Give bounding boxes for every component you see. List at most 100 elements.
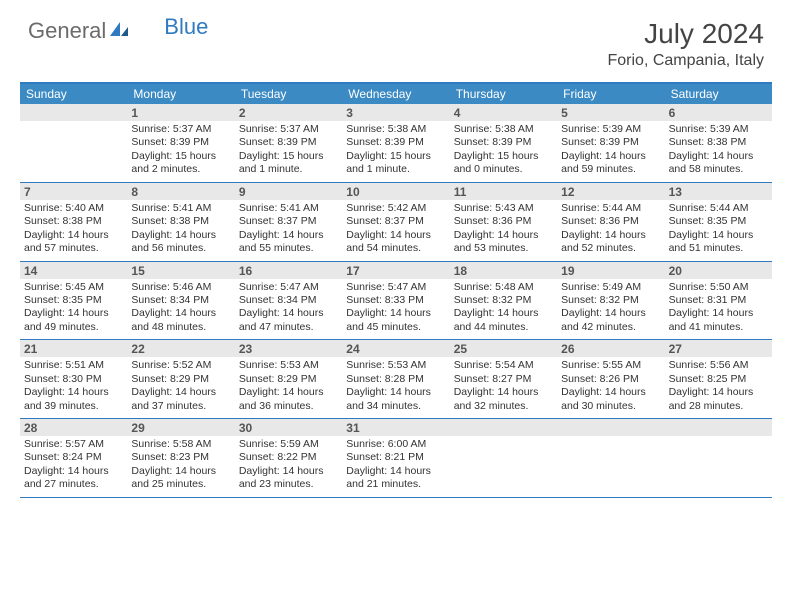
detail-line: Sunrise: 5:51 AM [24, 359, 123, 372]
day-number: 4 [450, 104, 557, 121]
calendar-cell: 6Sunrise: 5:39 AMSunset: 8:38 PMDaylight… [665, 104, 772, 182]
detail-line: Daylight: 14 hours [561, 150, 660, 163]
day-number: 11 [450, 183, 557, 200]
brand-logo: General Blue [28, 18, 208, 44]
day-number: 22 [127, 340, 234, 357]
calendar-cell: 22Sunrise: 5:52 AMSunset: 8:29 PMDayligh… [127, 340, 234, 418]
detail-line: and 57 minutes. [24, 242, 123, 255]
detail-line: and 52 minutes. [561, 242, 660, 255]
detail-line: Daylight: 14 hours [454, 386, 553, 399]
detail-line: Sunrise: 5:50 AM [669, 281, 768, 294]
calendar-cell: 3Sunrise: 5:38 AMSunset: 8:39 PMDaylight… [342, 104, 449, 182]
detail-line: and 56 minutes. [131, 242, 230, 255]
detail-line: Sunset: 8:39 PM [346, 136, 445, 149]
detail-line: Sunset: 8:33 PM [346, 294, 445, 307]
calendar-cell: 16Sunrise: 5:47 AMSunset: 8:34 PMDayligh… [235, 262, 342, 340]
detail-line: Sunset: 8:24 PM [24, 451, 123, 464]
detail-line: Sunrise: 5:39 AM [669, 123, 768, 136]
detail-line: and 30 minutes. [561, 400, 660, 413]
detail-line: Daylight: 15 hours [131, 150, 230, 163]
day-details: Sunrise: 5:53 AMSunset: 8:28 PMDaylight:… [342, 357, 449, 418]
detail-line: and 27 minutes. [24, 478, 123, 491]
detail-line: Sunset: 8:37 PM [239, 215, 338, 228]
day-details: Sunrise: 5:49 AMSunset: 8:32 PMDaylight:… [557, 279, 664, 340]
detail-line: Sunset: 8:32 PM [454, 294, 553, 307]
day-details: Sunrise: 5:37 AMSunset: 8:39 PMDaylight:… [127, 121, 234, 182]
day-details: Sunrise: 5:39 AMSunset: 8:39 PMDaylight:… [557, 121, 664, 182]
day-number [450, 419, 557, 436]
calendar-cell: 30Sunrise: 5:59 AMSunset: 8:22 PMDayligh… [235, 419, 342, 497]
day-details: Sunrise: 5:38 AMSunset: 8:39 PMDaylight:… [450, 121, 557, 182]
detail-line: Daylight: 14 hours [346, 307, 445, 320]
calendar-cell: 5Sunrise: 5:39 AMSunset: 8:39 PMDaylight… [557, 104, 664, 182]
detail-line: and 51 minutes. [669, 242, 768, 255]
detail-line: and 49 minutes. [24, 321, 123, 334]
detail-line: Sunrise: 5:59 AM [239, 438, 338, 451]
calendar-week: 21Sunrise: 5:51 AMSunset: 8:30 PMDayligh… [20, 340, 772, 419]
detail-line: Sunset: 8:32 PM [561, 294, 660, 307]
dayname: Tuesday [235, 84, 342, 104]
day-number [665, 419, 772, 436]
detail-line: Sunrise: 5:54 AM [454, 359, 553, 372]
calendar-cell: 12Sunrise: 5:44 AMSunset: 8:36 PMDayligh… [557, 183, 664, 261]
day-details: Sunrise: 5:47 AMSunset: 8:33 PMDaylight:… [342, 279, 449, 340]
calendar-cell: 11Sunrise: 5:43 AMSunset: 8:36 PMDayligh… [450, 183, 557, 261]
day-number: 5 [557, 104, 664, 121]
detail-line: Sunrise: 5:42 AM [346, 202, 445, 215]
day-number: 20 [665, 262, 772, 279]
dayname-row: Sunday Monday Tuesday Wednesday Thursday… [20, 84, 772, 104]
month-title: July 2024 [607, 18, 764, 50]
detail-line: Sunrise: 5:38 AM [454, 123, 553, 136]
detail-line: Daylight: 14 hours [239, 307, 338, 320]
title-block: July 2024 Forio, Campania, Italy [607, 18, 764, 70]
day-number: 29 [127, 419, 234, 436]
calendar-cell: 19Sunrise: 5:49 AMSunset: 8:32 PMDayligh… [557, 262, 664, 340]
detail-line: Sunrise: 5:49 AM [561, 281, 660, 294]
detail-line: Daylight: 14 hours [346, 229, 445, 242]
detail-line: and 47 minutes. [239, 321, 338, 334]
day-number: 26 [557, 340, 664, 357]
calendar-cell [20, 104, 127, 182]
calendar-cell: 7Sunrise: 5:40 AMSunset: 8:38 PMDaylight… [20, 183, 127, 261]
detail-line: Sunrise: 5:41 AM [131, 202, 230, 215]
detail-line: Daylight: 15 hours [239, 150, 338, 163]
detail-line: and 21 minutes. [346, 478, 445, 491]
day-number: 7 [20, 183, 127, 200]
day-details [20, 121, 127, 128]
detail-line: Sunset: 8:38 PM [669, 136, 768, 149]
calendar-cell: 28Sunrise: 5:57 AMSunset: 8:24 PMDayligh… [20, 419, 127, 497]
calendar-cell: 14Sunrise: 5:45 AMSunset: 8:35 PMDayligh… [20, 262, 127, 340]
day-number: 12 [557, 183, 664, 200]
detail-line: Daylight: 14 hours [131, 229, 230, 242]
day-details: Sunrise: 5:40 AMSunset: 8:38 PMDaylight:… [20, 200, 127, 261]
detail-line: and 48 minutes. [131, 321, 230, 334]
detail-line: Sunrise: 5:56 AM [669, 359, 768, 372]
day-details: Sunrise: 5:44 AMSunset: 8:35 PMDaylight:… [665, 200, 772, 261]
day-number: 23 [235, 340, 342, 357]
day-number: 13 [665, 183, 772, 200]
detail-line: Sunset: 8:25 PM [669, 373, 768, 386]
calendar-cell: 9Sunrise: 5:41 AMSunset: 8:37 PMDaylight… [235, 183, 342, 261]
day-number [557, 419, 664, 436]
detail-line: Sunrise: 5:57 AM [24, 438, 123, 451]
day-details: Sunrise: 5:41 AMSunset: 8:38 PMDaylight:… [127, 200, 234, 261]
detail-line: and 44 minutes. [454, 321, 553, 334]
detail-line: and 28 minutes. [669, 400, 768, 413]
calendar-cell [557, 419, 664, 497]
detail-line: and 59 minutes. [561, 163, 660, 176]
day-number: 14 [20, 262, 127, 279]
calendar-cell: 31Sunrise: 6:00 AMSunset: 8:21 PMDayligh… [342, 419, 449, 497]
calendar-cell: 27Sunrise: 5:56 AMSunset: 8:25 PMDayligh… [665, 340, 772, 418]
detail-line: Daylight: 14 hours [454, 307, 553, 320]
detail-line: Sunrise: 5:43 AM [454, 202, 553, 215]
detail-line: Daylight: 14 hours [131, 386, 230, 399]
detail-line: Sunrise: 5:55 AM [561, 359, 660, 372]
detail-line: Sunrise: 5:58 AM [131, 438, 230, 451]
brand-part2: Blue [164, 14, 208, 40]
detail-line: Daylight: 14 hours [669, 307, 768, 320]
day-number: 3 [342, 104, 449, 121]
day-number: 1 [127, 104, 234, 121]
detail-line: Sunset: 8:35 PM [24, 294, 123, 307]
detail-line: Daylight: 14 hours [561, 229, 660, 242]
detail-line: Daylight: 14 hours [239, 229, 338, 242]
